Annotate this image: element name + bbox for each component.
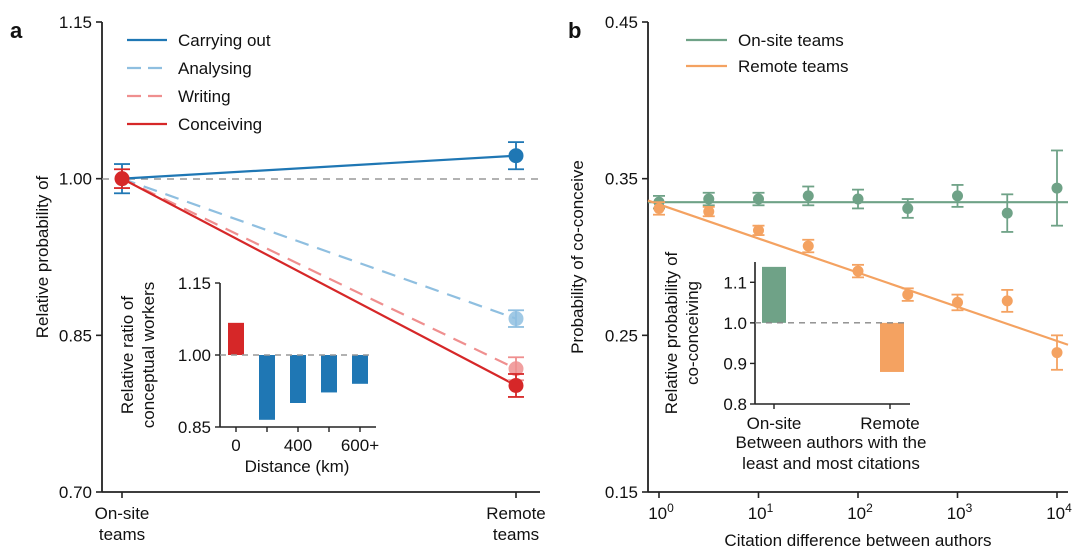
legend-label-b: On-site teams xyxy=(738,31,844,50)
legend-label-b: Remote teams xyxy=(738,57,849,76)
inset-y-tick-label-a: 1.00 xyxy=(178,346,211,365)
inset-a: 1.15 1.00 0.85 0 400 600+ Distance (km) Relativ… xyxy=(118,274,379,476)
series-line-analysing xyxy=(121,177,517,320)
x-tick-label-b: 101 xyxy=(748,501,774,523)
data-point-remote-teams xyxy=(1051,347,1063,359)
inset-bar-a xyxy=(321,355,337,393)
y-tick-label-a: 0.70 xyxy=(59,483,92,502)
inset-x-axis-label-b: Between authors with the xyxy=(736,433,927,452)
y-tick-label-a: 0.85 xyxy=(59,326,92,345)
inset-bar-b xyxy=(762,266,786,323)
data-point-carrying-out xyxy=(508,148,524,164)
inset-bar-a xyxy=(352,355,368,384)
data-point-remote-teams xyxy=(1001,295,1013,307)
data-point-remote-teams xyxy=(952,296,963,308)
data-point-on-site-teams xyxy=(703,193,715,205)
data-point-on-site-teams xyxy=(1001,207,1013,219)
data-point-remote-teams xyxy=(703,206,715,218)
inset-y-tick-label-b: 0.9 xyxy=(723,354,747,373)
inset-x-tick-label-a: 400 xyxy=(284,436,312,455)
inset-bar-b xyxy=(880,322,904,372)
data-point-remote-teams xyxy=(852,265,864,277)
inset-x-tick-label-a: 600+ xyxy=(341,436,379,455)
data-point-remote-teams xyxy=(802,240,814,252)
inset-x-tick-label-b: Remote xyxy=(860,414,920,433)
series-line-conceiving xyxy=(121,177,517,387)
inset-y-axis-label-a: Relative ratio of xyxy=(118,296,137,414)
y-tick-label-a: 1.15 xyxy=(59,13,92,32)
series-line-carrying-out xyxy=(121,154,517,180)
data-point-on-site-teams xyxy=(753,193,764,205)
legend-b: On-site teams Remote teams xyxy=(686,31,849,76)
x-axis-label-b: Citation difference between authors xyxy=(724,531,991,550)
inset-x-tick-label-b: On-site xyxy=(747,414,802,433)
data-point-on-site-teams xyxy=(852,193,864,205)
inset-y-axis-label-b: Relative probability of xyxy=(662,251,681,414)
y-tick-label-b: 0.25 xyxy=(605,326,638,345)
data-point-remote-teams xyxy=(753,224,764,236)
panel-a: a Carrying out Analysing Writing Conceiving… xyxy=(10,13,546,544)
inset-y-tick-label-b: 1.0 xyxy=(723,314,747,333)
inset-x-axis-label-b: least and most citations xyxy=(742,454,920,473)
legend-label-a: Writing xyxy=(178,87,231,106)
x-tick-label-b: 102 xyxy=(847,501,873,523)
y-tick-label-a: 1.00 xyxy=(59,170,92,189)
x-tick-label-a: teams xyxy=(493,525,539,544)
data-point-on-site-teams xyxy=(952,190,963,202)
inset-y-axis-label-b: co-conceiving xyxy=(683,281,702,385)
x-tick-label-b: 103 xyxy=(947,501,973,523)
legend-a: Carrying out Analysing Writing Conceiving xyxy=(127,31,271,134)
panel-label-a: a xyxy=(10,18,23,43)
data-point-on-site-teams xyxy=(902,202,914,214)
data-point-remote-teams xyxy=(902,289,914,301)
inset-bar-a xyxy=(290,355,306,403)
legend-label-a: Conceiving xyxy=(178,115,262,134)
data-point-conceiving xyxy=(508,377,524,393)
inset-y-tick-label-a: 1.15 xyxy=(178,274,211,293)
y-axis-label-a: Relative probability of xyxy=(33,175,52,338)
x-tick-label-b: 100 xyxy=(648,501,674,523)
inset-x-tick-label-a: 0 xyxy=(231,436,240,455)
data-point-analysing xyxy=(508,311,524,327)
x-tick-label-a: Remote xyxy=(486,504,546,523)
inset-y-axis-label-a: conceptual workers xyxy=(139,282,158,428)
x-tick-label-b: 104 xyxy=(1046,501,1072,523)
inset-x-axis-label-a: Distance (km) xyxy=(245,457,350,476)
panel-b: b On-site teams Remote teams Probability … xyxy=(568,13,1072,550)
legend-label-a: Carrying out xyxy=(178,31,271,50)
inset-y-tick-label-b: 1.1 xyxy=(723,273,747,292)
y-tick-label-b: 0.45 xyxy=(605,13,638,32)
inset-bar-a xyxy=(228,322,244,355)
x-tick-label-a: teams xyxy=(99,525,145,544)
data-point-conceiving xyxy=(114,171,130,187)
data-point-remote-teams xyxy=(653,202,665,214)
y-tick-label-b: 0.15 xyxy=(605,483,638,502)
inset-y-tick-label-b: 0.8 xyxy=(723,395,747,414)
inset-y-tick-label-a: 0.85 xyxy=(178,418,211,437)
y-axis-label-b: Probability of co-conceive xyxy=(568,160,587,354)
data-point-writing xyxy=(508,361,524,377)
x-tick-label-a: On-site xyxy=(95,504,150,523)
legend-label-a: Analysing xyxy=(178,59,252,78)
series-line-writing xyxy=(121,177,517,370)
y-tick-label-b: 0.35 xyxy=(605,170,638,189)
data-point-on-site-teams xyxy=(802,190,814,202)
panel-label-b: b xyxy=(568,18,581,43)
inset-bar-a xyxy=(259,355,275,420)
data-point-on-site-teams xyxy=(1051,182,1063,194)
